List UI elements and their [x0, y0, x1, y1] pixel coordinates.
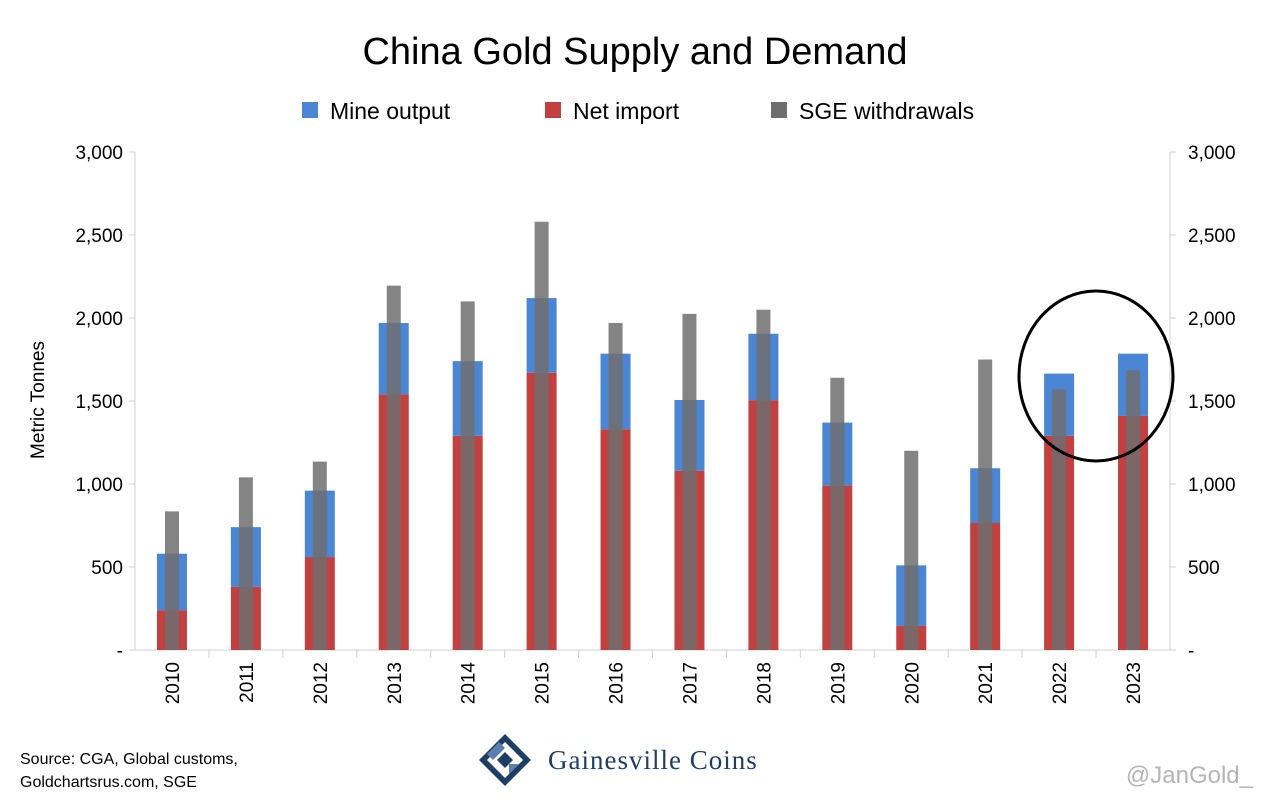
x-tick-label-2017: 2017: [680, 662, 701, 704]
bar-sge-withdrawals-2011: [238, 477, 253, 650]
y-tick-label-left-5: 2,500: [75, 226, 123, 247]
x-tick-label-2010: 2010: [163, 662, 184, 704]
bar-sge-withdrawals-2018: [756, 309, 771, 650]
y-tick-label-right-4: 2,000: [1188, 309, 1236, 330]
bars: [156, 221, 1149, 650]
legend-swatch-2: [771, 102, 787, 118]
bar-sge-withdrawals-2014: [460, 301, 475, 650]
x-tick-label-2015: 2015: [533, 662, 554, 704]
y-axis-right: - 500 1,000 1,500 2,000 2,500 3,000: [1170, 143, 1236, 662]
source-line-1: Source: CGA, Global customs,: [20, 751, 238, 768]
bar-sge-withdrawals-2015: [534, 221, 549, 650]
bar-sge-withdrawals-2010: [164, 511, 179, 650]
bar-sge-withdrawals-2017: [682, 313, 697, 650]
bar-sge-withdrawals-2019: [830, 377, 845, 650]
bar-sge-withdrawals-2012: [312, 461, 327, 650]
y-tick-label-left-6: 3,000: [75, 143, 123, 164]
x-axis-ticks: 2010 2011 2012 2013 2014 2015 2016 2017 2018 2019…: [163, 650, 1145, 704]
y-axis-left: - 500 1,000 1,500 2,000 2,500 3,000: [75, 143, 135, 662]
y-tick-label-right-0: -: [1188, 641, 1194, 662]
bar-sge-withdrawals-2013: [386, 285, 401, 650]
legend-swatch-1: [545, 102, 561, 118]
brand-name: Gainesville Coins: [548, 745, 758, 775]
x-tick-label-2023: 2023: [1124, 662, 1145, 704]
legend-label-2: SGE withdrawals: [799, 98, 974, 124]
y-tick-label-right-5: 2,500: [1188, 226, 1236, 247]
gainesville-coins-logo-icon: [479, 734, 531, 786]
y-tick-label-left-0: -: [117, 641, 123, 662]
y-tick-label-right-2: 1,000: [1188, 475, 1236, 496]
legend-swatch-0: [302, 102, 318, 118]
bar-sge-withdrawals-2022: [1052, 389, 1067, 650]
bar-sge-withdrawals-2021: [978, 359, 993, 650]
x-tick-label-2018: 2018: [754, 662, 775, 704]
legend-label-0: Mine output: [330, 98, 451, 124]
x-tick-label-2014: 2014: [459, 662, 480, 705]
y-tick-label-left-2: 1,000: [75, 475, 123, 496]
y-axis-label: Metric Tonnes: [28, 341, 49, 459]
y-tick-label-left-4: 2,000: [75, 309, 123, 330]
bar-sge-withdrawals-2016: [608, 322, 623, 650]
y-tick-label-left-1: 500: [91, 558, 123, 579]
bar-sge-withdrawals-2020: [904, 450, 919, 650]
highlight-ellipse: [1017, 289, 1175, 463]
legend-label-1: Net import: [573, 98, 680, 124]
x-tick-label-2020: 2020: [902, 662, 923, 704]
y-tick-label-right-1: 500: [1188, 558, 1220, 579]
watermark: @JanGold_: [1126, 762, 1254, 789]
x-tick-label-2022: 2022: [1050, 662, 1071, 704]
y-tick-label-left-3: 1,500: [75, 392, 123, 413]
x-tick-label-2011: 2011: [237, 662, 258, 703]
bar-sge-withdrawals-2023: [1126, 370, 1141, 650]
source-line-2: Goldchartsrus.com, SGE: [20, 774, 197, 791]
x-tick-label-2016: 2016: [607, 662, 628, 704]
legend: Mine output Net import SGE withdrawals: [302, 98, 974, 124]
chart-title: China Gold Supply and Demand: [362, 31, 907, 73]
x-tick-label-2013: 2013: [385, 662, 406, 704]
x-tick-label-2012: 2012: [311, 662, 332, 704]
x-tick-label-2021: 2021: [976, 662, 997, 704]
x-tick-label-2019: 2019: [828, 662, 849, 704]
y-tick-label-right-3: 1,500: [1188, 392, 1236, 413]
y-tick-label-right-6: 3,000: [1188, 143, 1236, 164]
